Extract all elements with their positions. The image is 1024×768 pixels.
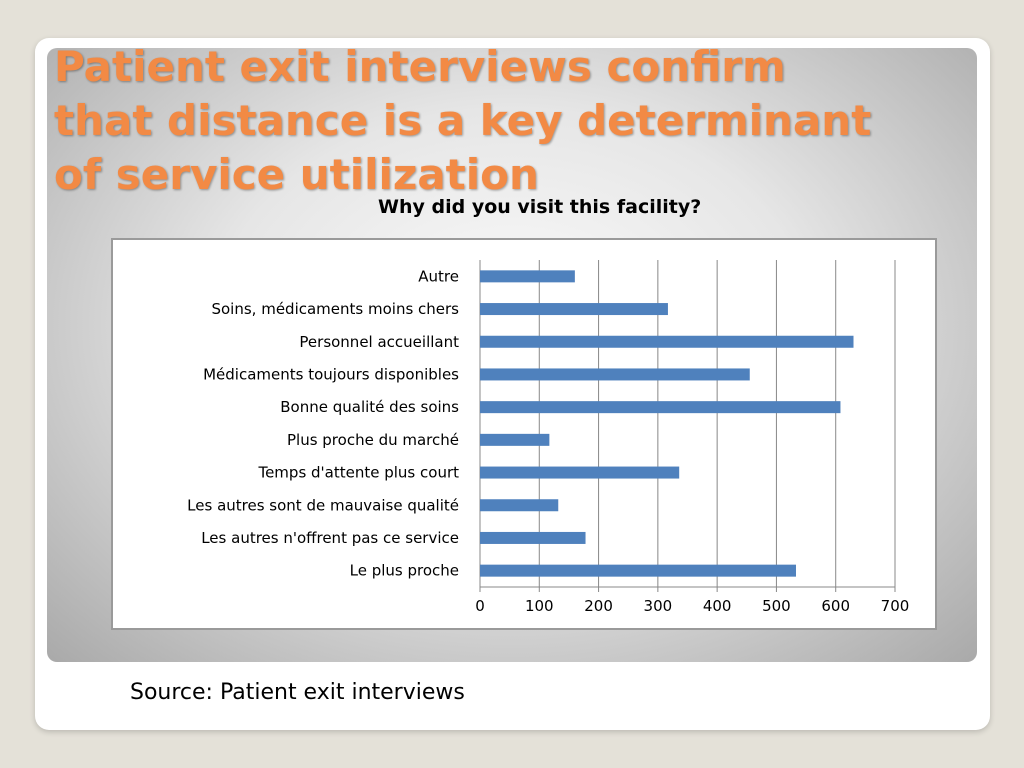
bar-chart: 0 100 200 300 400 500 600 700 Autre Soins, médica…: [187, 260, 910, 615]
x-tick-label: 300: [644, 597, 673, 615]
category-label: Les autres n'offrent pas ce service: [201, 529, 459, 547]
category-label: Soins, médicaments moins chers: [211, 300, 459, 318]
category-label: Personnel accueillant: [299, 333, 459, 351]
bar: [480, 401, 841, 414]
bar: [480, 564, 796, 577]
category-label: Plus proche du marché: [287, 431, 459, 449]
category-label: Les autres sont de mauvaise qualité: [187, 496, 459, 514]
category-label: Autre: [418, 267, 459, 285]
x-tick-label: 0: [475, 597, 485, 615]
chart-area: 0 100 200 300 400 500 600 700 Autre Soins, médica…: [111, 238, 937, 630]
bar: [480, 303, 668, 316]
x-tick-label: 600: [821, 597, 850, 615]
bar: [480, 270, 575, 283]
category-label: Bonne qualité des soins: [280, 398, 459, 416]
x-tick-label: 200: [584, 597, 613, 615]
chart-title: Why did you visit this facility?: [378, 196, 702, 218]
x-tick-label: 100: [525, 597, 554, 615]
category-label: Le plus proche: [350, 562, 459, 580]
slide-title: Patient exit interviews confirm that dis…: [54, 42, 872, 199]
x-tick-label: 400: [703, 597, 732, 615]
bar: [480, 433, 550, 446]
source-note: Source: Patient exit interviews: [130, 680, 465, 705]
bar: [480, 531, 586, 544]
bar: [480, 368, 750, 381]
x-tick-label: 700: [881, 597, 910, 615]
bar: [480, 466, 680, 479]
category-label: Temps d'attente plus court: [257, 464, 459, 482]
bar: [480, 335, 854, 348]
x-tick-label: 500: [762, 597, 791, 615]
bar: [480, 499, 559, 512]
category-label: Médicaments toujours disponibles: [203, 365, 459, 383]
